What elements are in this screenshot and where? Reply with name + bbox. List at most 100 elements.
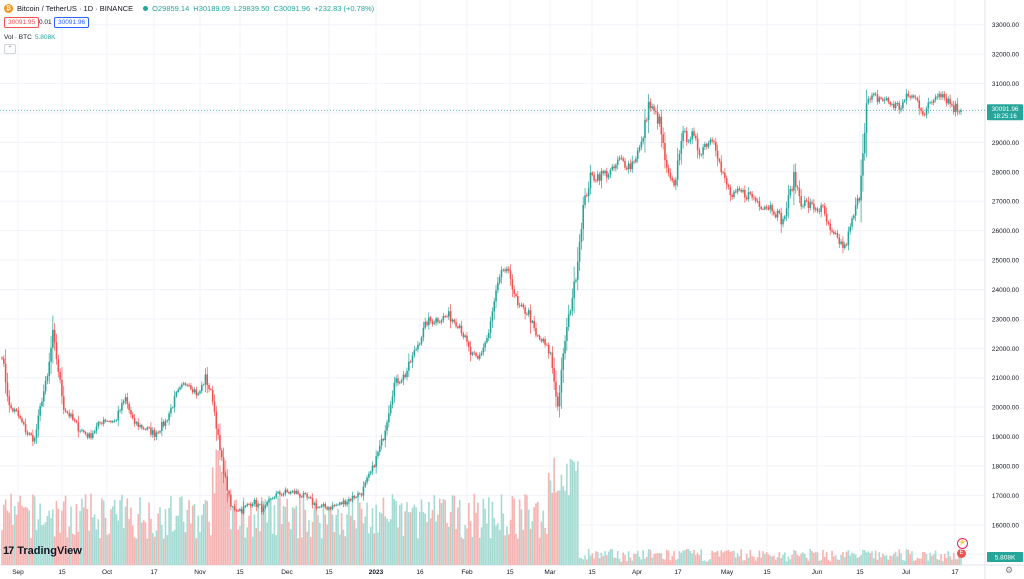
volume-bar	[624, 554, 626, 565]
volume-bar	[495, 525, 497, 565]
candle-body	[722, 172, 724, 173]
settings-gear-icon[interactable]: ⚙	[1005, 565, 1014, 575]
candle-body	[847, 231, 850, 246]
volume-bar	[582, 559, 585, 565]
volume-bar	[164, 509, 167, 565]
volume-bar	[509, 519, 512, 565]
volume-bar	[656, 553, 659, 565]
candle-body	[181, 384, 183, 388]
candle-body	[319, 506, 321, 508]
time-tick-label: 15	[588, 569, 596, 576]
volume-tag	[987, 552, 1023, 562]
candle-body	[428, 317, 430, 326]
volume-bar	[869, 553, 871, 565]
candle-body	[75, 420, 78, 423]
volume-bar	[251, 536, 254, 565]
candle-body	[613, 166, 615, 169]
candle-body	[55, 342, 58, 360]
tradingview-logo[interactable]: 17 TradingView	[3, 545, 82, 557]
volume-bar	[842, 552, 844, 565]
price-tick-label: 19000.00	[992, 434, 1019, 441]
sell-price-button[interactable]: 30091.95	[4, 17, 40, 28]
candle-body	[764, 206, 766, 210]
candle-body	[693, 131, 695, 136]
candle-body	[344, 500, 347, 505]
candle-body	[911, 95, 913, 98]
volume-bar	[491, 501, 494, 565]
volume-bar	[184, 532, 187, 565]
buy-price-button[interactable]: 30091.96	[54, 17, 90, 28]
candle-body	[547, 344, 550, 354]
collapse-legend-button[interactable]: ⌃	[4, 44, 16, 54]
candle-body	[506, 268, 508, 272]
candle-body	[395, 378, 397, 383]
candle-body	[811, 202, 813, 204]
volume-bar	[598, 558, 601, 565]
volume-bar	[758, 550, 761, 565]
candle-body	[239, 509, 241, 512]
candle-body	[854, 205, 857, 216]
candle-body	[417, 344, 419, 350]
candle-body	[576, 261, 579, 280]
volume-bar	[373, 533, 376, 565]
volume-bar	[115, 514, 118, 565]
candle-body	[843, 244, 846, 248]
volume-bar	[943, 553, 946, 565]
volume-bar	[803, 553, 806, 565]
time-tick-label: Sep	[12, 569, 24, 576]
volume-bar	[507, 534, 510, 565]
candle-body	[280, 494, 283, 496]
candle-body	[682, 131, 684, 142]
candle-body	[131, 414, 134, 419]
volume-legend: Vol · BTC 5.808K	[4, 34, 55, 41]
volume-bar	[420, 499, 423, 565]
candle-body	[297, 490, 299, 494]
candle-body	[566, 326, 568, 341]
candle-body	[1, 357, 3, 359]
earnings-icon[interactable]: E	[957, 549, 966, 558]
volume-bar	[607, 551, 610, 565]
candle-body	[435, 318, 437, 323]
candle-body	[357, 493, 359, 498]
candle-body	[856, 198, 859, 206]
lightning-icon[interactable]: ⚡	[957, 538, 968, 549]
candle-body	[914, 97, 917, 99]
candle-body	[774, 214, 777, 218]
candle-body	[780, 212, 782, 225]
candle-body	[139, 425, 141, 427]
candle-body	[126, 397, 129, 405]
volume-bar	[313, 506, 316, 565]
candle-body	[929, 102, 931, 104]
volume-bar	[887, 559, 890, 565]
symbol-title[interactable]: Bitcoin / TetherUS · 1D · BINANCE	[17, 4, 134, 13]
volume-bar	[13, 506, 16, 565]
candle-body	[518, 305, 521, 306]
candle-body	[713, 141, 715, 143]
candle-body	[211, 389, 214, 402]
candle-body	[315, 503, 318, 509]
volume-bar	[246, 527, 248, 565]
volume-bar	[820, 559, 822, 565]
volume-bar	[613, 557, 615, 565]
volume-bar	[440, 502, 443, 565]
candle-body	[320, 505, 323, 507]
candle-body	[240, 509, 243, 514]
candle-body	[497, 282, 499, 291]
candle-body	[865, 103, 868, 133]
candle-body	[471, 352, 474, 355]
candle-body	[346, 501, 348, 505]
candle-body	[816, 208, 819, 211]
volume-bar	[424, 513, 426, 565]
volume-bar	[616, 550, 619, 565]
volume-bar	[865, 552, 868, 565]
volume-bar	[894, 551, 897, 565]
volume-bar	[266, 522, 268, 565]
volume-bar	[113, 499, 116, 565]
volume-bar	[854, 554, 857, 565]
candle-body	[949, 98, 951, 104]
time-tick-label: Dec	[281, 569, 293, 576]
candle-body	[208, 385, 210, 390]
ohlc-high: H30189.09	[193, 4, 230, 13]
volume-bar	[84, 494, 87, 565]
